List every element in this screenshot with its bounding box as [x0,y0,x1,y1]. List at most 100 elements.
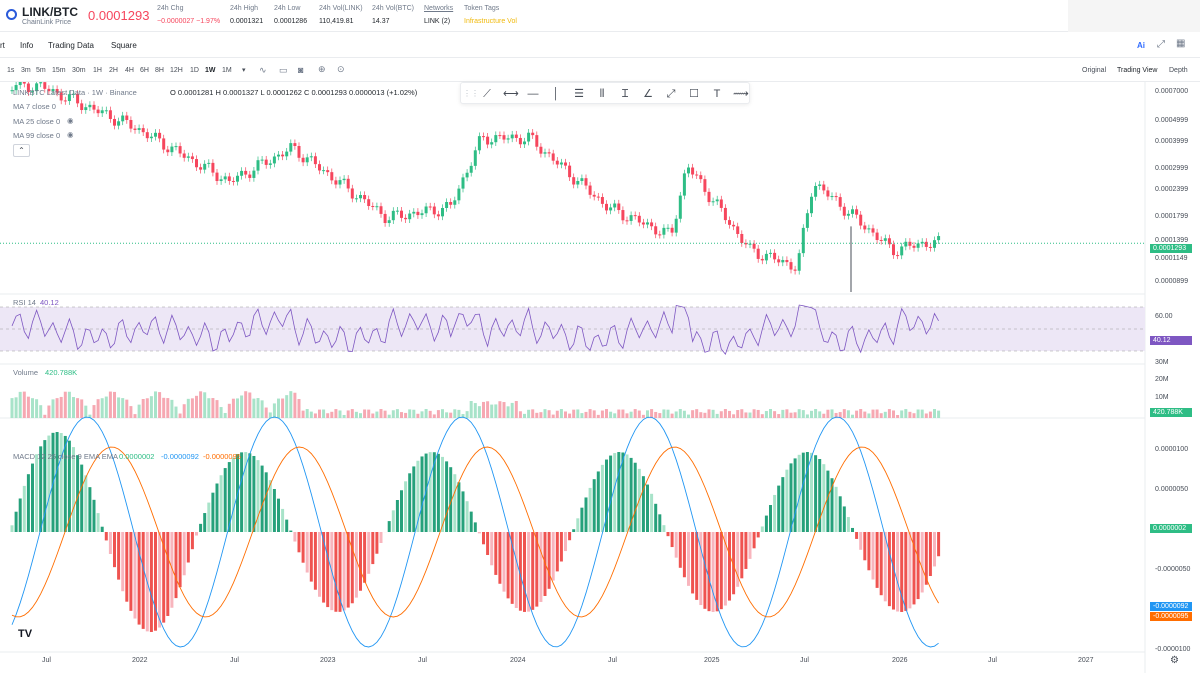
candle [248,170,252,182]
volume-bar [613,413,617,418]
candle [892,240,895,259]
hline-tool-icon[interactable]: — [527,88,539,100]
macd-histogram-bar [912,532,916,605]
macd-histogram-bar [613,453,617,532]
timeframe-3m[interactable]: 3m [21,67,31,74]
collapse-legend-button[interactable]: ⌃ [13,144,30,157]
macd-histogram-bar [113,532,116,568]
volume-bar [596,414,600,418]
timeframe-4H[interactable]: 4H [125,67,134,74]
timeframe-15m[interactable]: 15m [52,67,66,74]
drag-handle-icon[interactable]: ⋮⋮ [463,89,479,98]
tab-trading-data[interactable]: Trading Data [48,41,94,50]
volume-bar [822,413,826,418]
candle [482,132,485,141]
volume-bar [178,413,182,418]
candle [699,171,703,183]
candle [912,242,916,252]
timeframe-6H[interactable]: 6H [140,67,149,74]
macd-histogram-bar [141,532,145,629]
candle [166,145,170,157]
settings-icon[interactable]: ⊙ [337,64,345,74]
eye-icon[interactable]: ◉ [67,130,74,139]
ray-tool-icon[interactable]: ⟷ [503,88,519,100]
view-trading-view[interactable]: Trading View [1117,67,1158,74]
view-depth[interactable]: Depth [1169,67,1188,74]
tab-chart[interactable]: rt [0,41,5,50]
timeframe-30m[interactable]: 30m [72,67,86,74]
ai-icon[interactable]: Ai [1137,41,1145,50]
volume-bar [756,409,760,418]
trendline-tool-icon[interactable]: ⟋ [483,88,491,100]
fib-tool-icon[interactable]: ⫴ [599,88,605,100]
candle [781,256,785,267]
timeframe-1M[interactable]: 1M [222,67,232,74]
volume-bar [867,413,871,418]
timeframe-12H[interactable]: 12H [170,67,183,74]
volume-bar [518,411,522,418]
chevron-down-icon[interactable]: ▾ [242,67,246,74]
macd-histogram-bar [572,529,576,532]
camera-icon[interactable]: ◙ [298,65,304,75]
volume-bar [707,409,711,418]
chart-area[interactable] [0,82,1200,673]
macd-histogram-bar [96,513,100,532]
pattern-tool-icon[interactable]: ⟿ [733,88,749,100]
grid-icon[interactable]: ▦ [1176,38,1186,49]
timeframe-2H[interactable]: 2H [109,67,118,74]
vline-tool-icon[interactable]: │ [552,88,560,100]
macd-histogram-bar [600,464,604,532]
path-tool-icon[interactable]: ∠ [643,88,653,100]
timeframe-1D[interactable]: 1D [190,67,199,74]
candle [375,202,379,211]
layout-icon[interactable]: ▭ [279,65,288,75]
volume-bar [96,399,100,418]
candle [207,159,211,168]
brush-tool-icon[interactable]: ⤢ [666,88,676,100]
stat-label: 24h High [230,5,259,12]
timeframe-1s[interactable]: 1s [7,67,15,74]
volume-bar [691,410,695,418]
range-tool-icon[interactable]: Ɪ [621,88,629,100]
price-axis-label: 0.0002999 [1155,165,1189,172]
timeframe-1W[interactable]: 1W [205,67,216,74]
macd-histogram-bar [240,452,244,532]
settings-gear-icon[interactable]: ⚙ [1170,655,1179,666]
candle [445,198,449,212]
volume-bar [59,396,63,418]
stat-label: Networks [424,5,454,12]
channel-tool-icon[interactable]: ☰ [574,88,584,100]
add-icon[interactable]: ⊕ [318,64,326,74]
volume-bar [400,412,403,418]
volume-bar [609,411,613,418]
volume-bar [338,410,342,418]
macd-histogram-bar [933,532,936,567]
macd-histogram-bar [371,532,375,565]
indicator-icon[interactable]: ∿ [259,65,267,75]
macd-histogram-bar [88,487,92,532]
timeframe-8H[interactable]: 8H [155,67,164,74]
price-axis-label: 0.0001399 [1155,237,1189,244]
symbol[interactable]: LINK/BTC [22,5,78,19]
candle [609,203,613,215]
timeframe-5m[interactable]: 5m [36,67,46,74]
timeframe-1H[interactable]: 1H [93,67,102,74]
volume-bar [924,413,928,418]
expand-icon[interactable]: ⤢ [1157,39,1165,50]
rect-tool-icon[interactable]: ☐ [689,88,699,100]
candle [170,142,174,157]
candle [412,208,416,218]
macd-histogram-bar [551,532,555,581]
chart-canvas[interactable] [0,82,1200,673]
text-tool-icon[interactable]: T [713,88,721,100]
macd-histogram-bar [432,452,436,532]
tab-square[interactable]: Square [111,41,137,50]
candle [531,129,535,139]
tab-info[interactable]: Info [20,41,34,50]
volume-bar [359,413,362,418]
volume-bar [18,391,22,418]
view-original[interactable]: Original [1082,67,1107,74]
volume-bar [108,391,112,418]
volume-bar [141,399,145,418]
eye-icon[interactable]: ◉ [67,116,74,125]
